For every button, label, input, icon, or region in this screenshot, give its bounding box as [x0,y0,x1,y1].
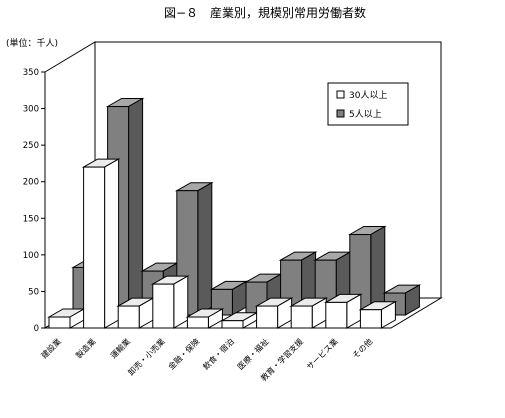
legend-label-30: 30人以上 [349,90,387,101]
category-label: 建設業 [39,336,63,360]
y-tick-label: 150 [23,214,39,224]
chart-title: 図−８ 産業別，規模別常用労働者数 [164,5,366,20]
legend-label-5: 5人以上 [349,109,382,120]
category-label: 金融・保険 [166,336,201,371]
category-label: その他 [350,336,374,360]
category-label: 卸売・小売業 [126,336,167,377]
category-label: サービス業 [304,336,339,371]
y-tick-label: 300 [23,105,39,115]
legend: 30人以上 5人以上 [327,82,409,126]
bars [47,97,422,329]
bar-30-3 [150,275,190,329]
unit-label: (単位：千人) [6,37,58,49]
legend-swatch-5 [336,109,345,118]
category-label: 飲食・宿泊 [201,336,236,371]
category-label: 製造業 [73,336,97,360]
y-tick-label: 250 [23,141,39,151]
bar-30-6 [254,297,294,329]
bar-30-1 [81,158,121,329]
bar-30-4 [185,308,225,329]
bar-30-7 [289,297,329,329]
y-tick-label: 50 [28,287,39,297]
bar-30-9 [358,300,398,329]
y-tick-label: 350 [23,68,39,78]
bar-30-2 [116,297,156,329]
y-tick-label: 200 [23,178,39,188]
bar-30-8 [323,293,363,329]
y-axis: 0 50 100 150 200 250 300 350 [23,68,45,334]
y-tick-label: 100 [23,251,39,261]
legend-swatch-30 [336,90,345,99]
y-tick-label: 0 [34,324,39,334]
back-wall [94,41,442,299]
category-label: 医療・福祉 [235,336,270,371]
legend-box [327,82,409,126]
category-label: 運輸業 [108,336,132,360]
